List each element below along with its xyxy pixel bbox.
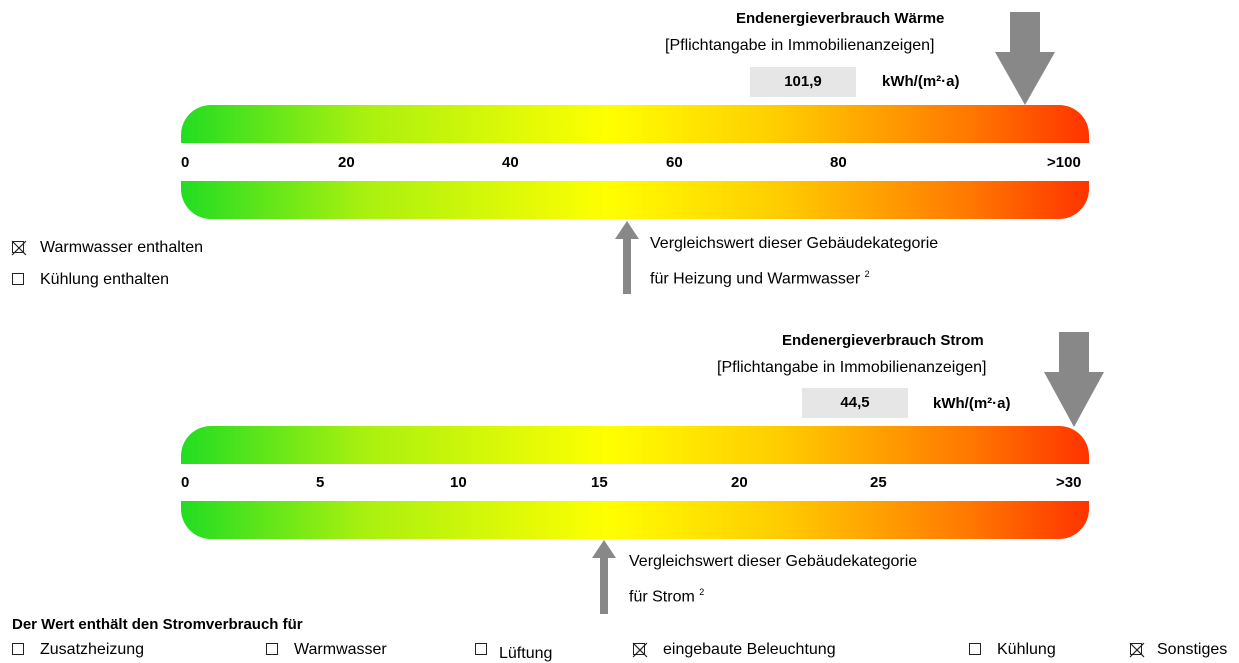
power-include-label: Zusatzheizung [40,641,145,658]
heat-option-label: Warmwasser enthalten [40,239,204,256]
power-include-label: Lüftung [499,645,553,662]
heat-option-label: Kühlung enthalten [40,271,169,288]
power-unit: kWh/(m²·a) [933,395,1011,412]
power-tick: 0 [181,474,190,491]
power-comparison-text: Vergleichswert dieser Gebäudekategorie [629,553,918,570]
power-includes-heading: Der Wert enthält den Stromverbrauch für [12,616,303,633]
heat-comparison-line2: für Heizung und Warmwasser [650,270,861,288]
heat-tick: 40 [502,154,519,171]
power-include-label: Sonstiges [1157,641,1228,658]
power-comparison-text: für Strom 2 [629,583,704,606]
power-title: Endenergieverbrauch Strom [782,332,984,349]
power-include-label: Warmwasser [294,641,387,658]
heat-scale-bar-top [181,105,1089,143]
heat-value-box: 101,9 [750,67,856,97]
power-scale-bar-bottom [181,501,1089,539]
heat-option-checkbox[interactable] [12,273,24,285]
heat-tick: 60 [666,154,683,171]
power-value-arrow-icon [1043,332,1105,428]
power-include-label: eingebaute Beleuchtung [663,641,836,658]
power-tick: >30 [1056,474,1082,491]
power-include-label: Kühlung [997,641,1056,658]
power-include-checkbox[interactable] [1129,642,1145,658]
heat-title: Endenergieverbrauch Wärme [736,10,945,27]
power-include-checkbox[interactable] [475,643,487,655]
heat-tick: 80 [830,154,847,171]
heat-footnote: 2 [864,269,870,279]
power-tick: 15 [591,474,608,491]
heat-tick: 0 [181,154,190,171]
heat-unit: kWh/(m²·a) [882,73,960,90]
heat-scale-bar-bottom [181,181,1089,219]
power-footnote: 2 [699,587,705,597]
power-value-box: 44,5 [802,388,908,418]
power-tick: 5 [316,474,325,491]
power-include-checkbox[interactable] [266,643,278,655]
power-include-checkbox[interactable] [969,643,981,655]
power-tick: 25 [870,474,887,491]
power-include-checkbox[interactable] [12,643,24,655]
heat-comparison-text: Vergleichswert dieser Gebäudekategorie [650,235,939,252]
heat-subtitle: [Pflichtangabe in Immobilienanzeigen] [665,37,935,54]
power-include-checkbox[interactable] [632,642,648,658]
power-scale-bar-top [181,426,1089,464]
power-tick: 20 [731,474,748,491]
heat-option-checkbox[interactable] [11,240,27,256]
power-comparison-line2: für Strom [629,588,695,606]
heat-tick: 20 [338,154,355,171]
power-tick: 10 [450,474,467,491]
power-subtitle: [Pflichtangabe in Immobilienanzeigen] [717,359,987,376]
heat-value-arrow-icon [994,12,1056,106]
power-comparison-arrow-icon [591,540,617,614]
heat-comparison-arrow-icon [614,221,640,294]
heat-comparison-text: für Heizung und Warmwasser 2 [650,265,870,288]
heat-tick: >100 [1047,154,1081,171]
